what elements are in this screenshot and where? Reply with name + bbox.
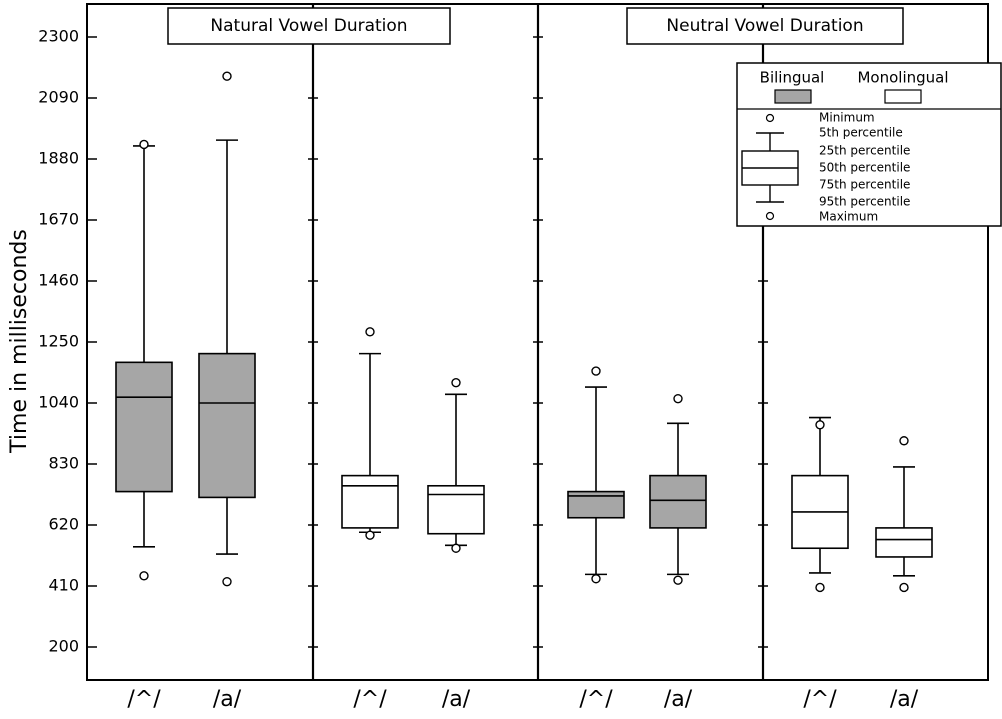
y-tick-label-830: 830 bbox=[48, 454, 79, 473]
x-category-label-p2-monolingual-1: /^/ bbox=[803, 687, 837, 712]
box-p2-bilingual-1 bbox=[567, 366, 625, 584]
max-point bbox=[139, 139, 149, 150]
x-category-label-p1-monolingual-2: /a/ bbox=[442, 687, 471, 712]
max-point bbox=[815, 420, 825, 430]
y-tick-label-200: 200 bbox=[48, 637, 79, 656]
x-axis-category-labels: /^/ /a/ /^/ /a/ /^/ /a/ /^/ /a/ bbox=[127, 687, 918, 712]
max-point bbox=[673, 393, 683, 404]
min-point bbox=[222, 576, 232, 587]
x-category-label-p1-monolingual-1: /^/ bbox=[353, 687, 387, 712]
box-p1-bilingual-1 bbox=[115, 139, 173, 581]
y-tick-label-1040: 1040 bbox=[38, 393, 79, 412]
box-p2-monolingual-2 bbox=[875, 436, 933, 593]
panel-title-neutral: Neutral Vowel Duration bbox=[666, 16, 863, 36]
x-category-label-p1-bilingual-1: /^/ bbox=[127, 687, 161, 712]
legend-example-max-point bbox=[765, 211, 775, 221]
min-point bbox=[815, 582, 825, 593]
box-plots bbox=[115, 71, 933, 593]
box-p1-bilingual-2 bbox=[198, 71, 256, 587]
iqr-box bbox=[198, 352, 256, 499]
y-tick-label-410: 410 bbox=[48, 576, 79, 595]
x-category-label-p2-bilingual-1: /^/ bbox=[579, 687, 613, 712]
box-p2-bilingual-2 bbox=[649, 393, 707, 585]
x-category-label-p2-monolingual-2: /a/ bbox=[890, 687, 919, 712]
panel-title-natural: Natural Vowel Duration bbox=[210, 16, 407, 36]
x-category-label-p1-bilingual-2: /a/ bbox=[213, 687, 242, 712]
min-point bbox=[899, 582, 909, 593]
legend-item-minimum: Minimum bbox=[819, 111, 875, 125]
y-tick-label-2090: 2090 bbox=[38, 88, 79, 107]
legend-item-p75: 75th percentile bbox=[819, 178, 910, 192]
y-tick-label-620: 620 bbox=[48, 515, 79, 534]
y-tick-label-1250: 1250 bbox=[38, 332, 79, 351]
legend-swatch-bilingual bbox=[774, 89, 812, 104]
legend-series-monolingual: Monolingual bbox=[857, 69, 948, 87]
iqr-box bbox=[115, 361, 173, 493]
max-point bbox=[222, 71, 232, 81]
min-point bbox=[365, 530, 375, 540]
iqr-box bbox=[427, 484, 485, 535]
box-p1-monolingual-1 bbox=[341, 327, 399, 540]
panel-title-box-neutral bbox=[626, 7, 904, 45]
max-point bbox=[591, 366, 601, 376]
legend-swatch-monolingual bbox=[884, 89, 922, 104]
legend-item-p95: 95th percentile bbox=[819, 195, 910, 209]
panel-titles: Natural Vowel Duration Neutral Vowel Dur… bbox=[167, 7, 904, 45]
y-tick-label-1670: 1670 bbox=[38, 210, 79, 229]
iqr-box bbox=[341, 474, 399, 529]
legend-item-maximum: Maximum bbox=[819, 210, 878, 224]
y-axis-label: Time in milliseconds bbox=[7, 229, 32, 454]
iqr-box bbox=[649, 474, 707, 529]
max-point bbox=[899, 436, 909, 446]
legend-item-p50: 50th percentile bbox=[819, 161, 910, 175]
legend-item-p5: 5th percentile bbox=[819, 126, 903, 140]
y-axis: Time in milliseconds 200 410 620 830 1040 125… bbox=[7, 27, 97, 656]
max-point bbox=[451, 377, 461, 388]
legend-example-box bbox=[741, 113, 799, 221]
min-point bbox=[591, 574, 601, 584]
legend-example-min-point bbox=[765, 113, 775, 123]
min-point bbox=[673, 575, 683, 585]
y-tick-label-2300: 2300 bbox=[38, 27, 79, 46]
x-category-label-p2-bilingual-2: /a/ bbox=[664, 687, 693, 712]
legend: Bilingual Monolingual Minimum 5th percen… bbox=[736, 62, 1002, 227]
y-tick-label-1460: 1460 bbox=[38, 271, 79, 290]
legend-series-bilingual: Bilingual bbox=[760, 69, 825, 87]
box-p2-monolingual-1 bbox=[791, 416, 849, 593]
min-point bbox=[451, 543, 461, 553]
y-tick-label-1880: 1880 bbox=[38, 149, 79, 168]
max-point bbox=[365, 327, 375, 337]
legend-item-p25: 25th percentile bbox=[819, 144, 910, 158]
min-point bbox=[139, 571, 149, 581]
panel-title-box-natural bbox=[167, 7, 451, 45]
iqr-box bbox=[875, 527, 933, 558]
box-p1-monolingual-2 bbox=[427, 377, 485, 553]
